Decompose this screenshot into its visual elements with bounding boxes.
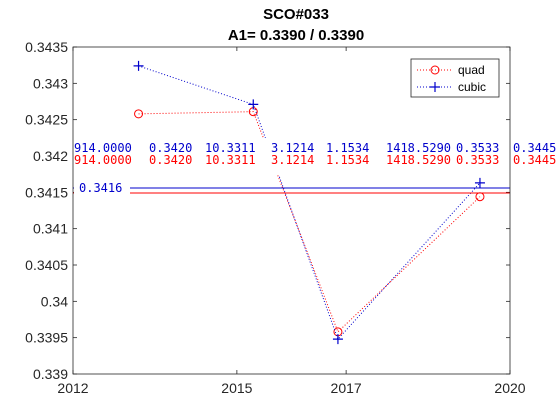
data-point-cubic [332, 334, 343, 345]
y-tick-label: 0.343 [33, 75, 68, 91]
annotation-value: 3.1214 [271, 141, 314, 155]
y-tick-label: 0.342 [33, 148, 68, 164]
y-tick-label: 0.34 [41, 293, 68, 309]
annotation-value: 0.3420 [149, 141, 192, 155]
data-point-cubic [248, 99, 259, 110]
axes-frame [72, 46, 511, 375]
data-point-cubic [133, 60, 144, 71]
y-tick-label: 0.3435 [25, 39, 68, 55]
annotation-value: 10.3311 [205, 141, 256, 155]
y-tick-label: 0.3415 [25, 184, 68, 200]
legend-quad-label: quad [458, 63, 485, 77]
y-tick-label: 0.341 [33, 221, 68, 237]
annotation-value: 0.3533 [456, 141, 499, 155]
annotation-value: 1.1534 [326, 141, 369, 155]
legend-box [410, 58, 500, 98]
chart-subtitle: A1= 0.3390 / 0.3390 [228, 27, 364, 44]
x-tick-label: 2020 [494, 380, 525, 396]
series-line-cubic [138, 65, 481, 341]
legend: quad cubic [410, 58, 500, 98]
annotation-value: 1418.5290 [386, 141, 451, 155]
data-point-quad [134, 109, 144, 119]
annotation-value: 0.3445 [513, 141, 556, 155]
annotation-value: 914.0000 [74, 141, 132, 155]
annotation-value: 10.3311 [205, 153, 256, 167]
ticks: 2012 2015 2017 2020 0.339 0.3395 0.34 0.3405 0.3… [25, 39, 526, 396]
annotation-value: 0.3445 [513, 153, 556, 167]
annotation-value: 914.0000 [74, 153, 132, 167]
data-point-cubic [474, 177, 485, 188]
reference-lines: 0.3416 [73, 179, 510, 195]
series-line-quad [138, 111, 481, 333]
annotation-value: 1418.5290 [386, 153, 451, 167]
annotation-value: 3.1214 [271, 153, 314, 167]
legend-cubic-marker [430, 82, 440, 92]
x-tick-label: 2015 [221, 380, 252, 396]
y-tick-label: 0.3395 [25, 330, 68, 346]
reference-label-bg [74, 179, 130, 194]
y-tick-label: 0.339 [33, 366, 68, 382]
x-tick-label: 2017 [331, 380, 362, 396]
x-tick-label: 2012 [57, 380, 88, 396]
annotation-value: 1.1534 [326, 153, 369, 167]
annotation-value: 0.3420 [149, 153, 192, 167]
chart-title: SCO#033 [263, 6, 329, 23]
legend-cubic-label: cubic [458, 80, 486, 94]
series-layer [133, 60, 485, 345]
plot-area [73, 47, 510, 374]
y-tick-label: 0.3425 [25, 112, 68, 128]
annotation-value: 0.3533 [456, 153, 499, 167]
legend-quad-marker [430, 65, 440, 75]
y-tick-label: 0.3405 [25, 257, 68, 273]
annotation-band [73, 138, 560, 175]
annotation-rows: 914.0000 0.3420 10.3311 3.1214 1.1534 1418.52… [74, 141, 556, 167]
reference-label: 0.3416 [79, 181, 122, 195]
